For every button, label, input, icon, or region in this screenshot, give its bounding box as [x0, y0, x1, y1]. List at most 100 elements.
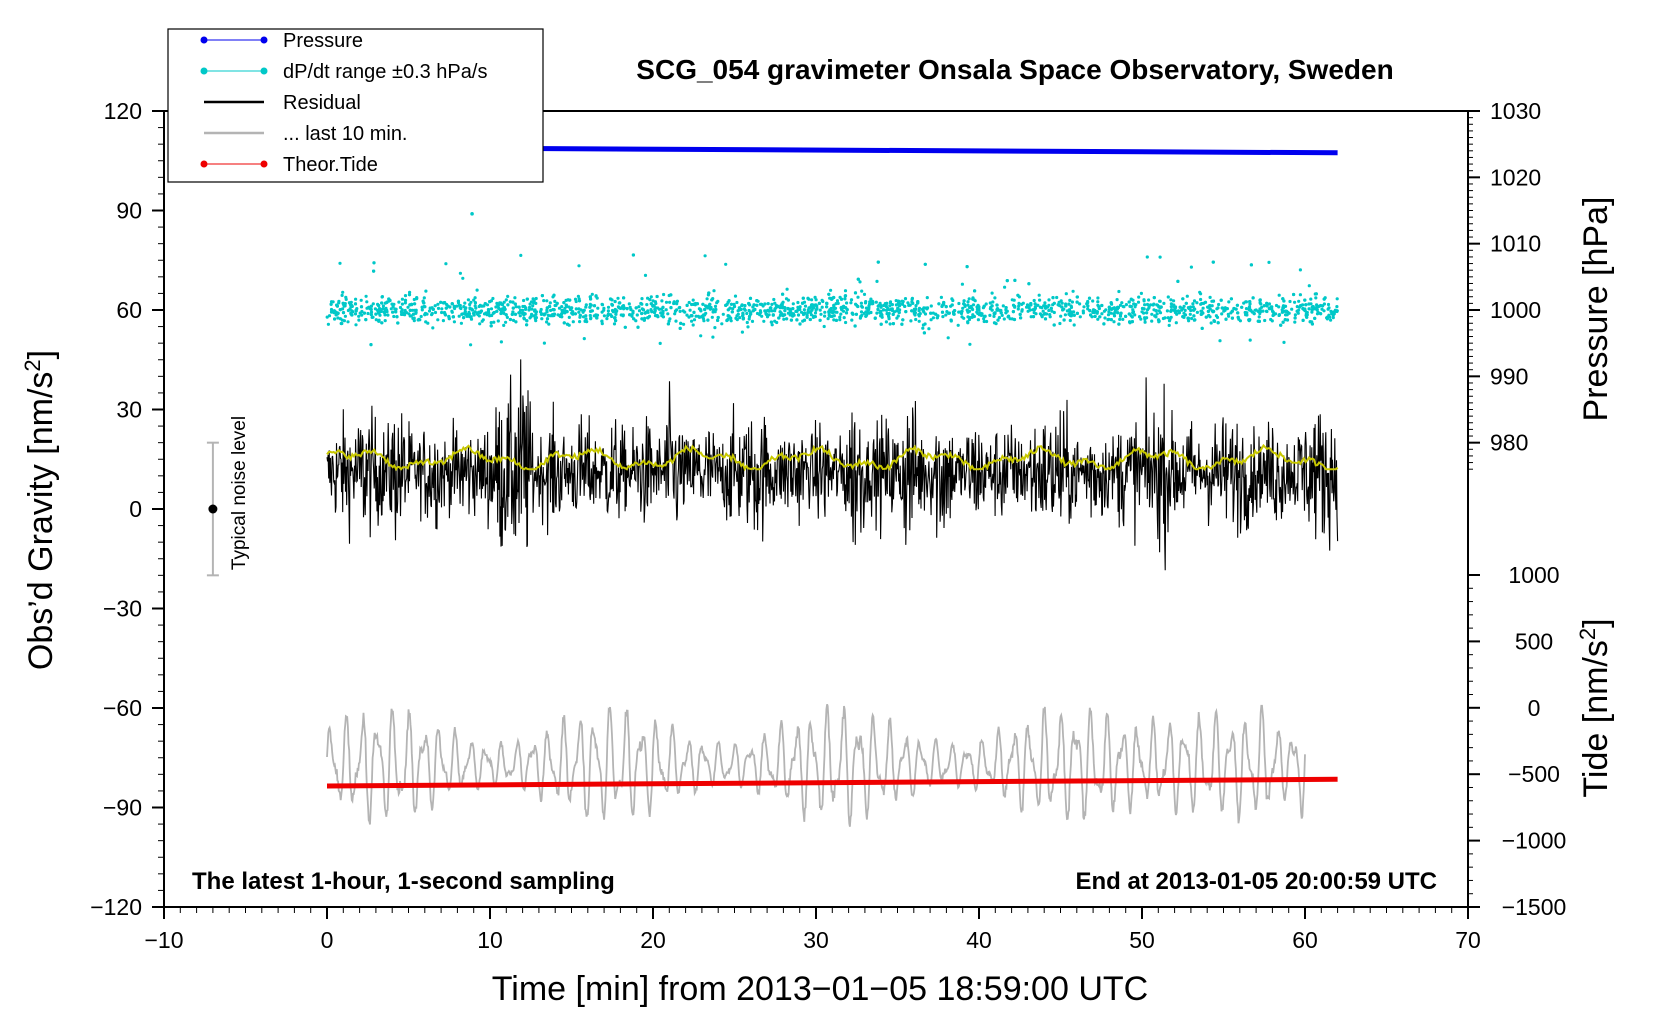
dpdt-point	[1078, 315, 1082, 319]
dpdt-point	[1052, 310, 1056, 315]
dpdt-point	[1107, 310, 1111, 314]
dpdt-point	[777, 316, 781, 320]
dpdt-point	[600, 319, 604, 323]
dpdt-point	[750, 319, 755, 323]
dpdt-point	[656, 315, 660, 319]
dpdt-point	[814, 303, 818, 307]
dpdt-point	[573, 312, 578, 316]
dpdt-point	[775, 320, 779, 325]
dpdt-point	[1200, 309, 1204, 313]
dpdt-point	[875, 311, 879, 315]
dpdt-point	[1199, 312, 1203, 316]
dpdt-point	[791, 314, 795, 318]
dpdt-point	[901, 318, 905, 322]
dpdt-point	[911, 301, 915, 305]
dpdt-point	[1162, 301, 1166, 305]
dpdt-point	[856, 295, 860, 299]
dpdt-point	[1332, 312, 1336, 316]
dpdt-point	[1096, 300, 1100, 304]
dpdt-point	[589, 309, 594, 313]
dpdt-point	[1044, 306, 1048, 310]
dpdt-point	[407, 293, 412, 297]
dpdt-point	[570, 311, 574, 315]
dpdt-point	[904, 310, 908, 314]
dpdt-point	[1075, 300, 1079, 304]
dpdt-point	[1165, 309, 1169, 313]
dpdt-point	[856, 304, 860, 309]
dpdt-point	[625, 307, 629, 311]
dpdt-point	[867, 307, 871, 312]
dpdt-point	[492, 320, 496, 324]
dpdt-point	[376, 302, 380, 306]
y-axis-title-left-close: ]	[22, 350, 60, 359]
y-axis-title-tide-sup: 2	[1575, 628, 1600, 640]
dpdt-point	[1000, 313, 1004, 317]
y-axis-title-left-text: Obs’d Gravity [nm/s	[22, 372, 60, 671]
dpdt-point	[1119, 311, 1123, 315]
dpdt-point	[741, 311, 745, 315]
dpdt-point	[1282, 299, 1286, 303]
legend-swatch-dot	[260, 160, 268, 168]
dpdt-point	[912, 310, 917, 314]
dpdt-point	[547, 322, 551, 326]
dpdt-point	[465, 314, 469, 318]
dpdt-point	[997, 316, 1002, 320]
dpdt-point	[944, 313, 948, 317]
dpdt-point	[499, 340, 503, 344]
dpdt-point	[1128, 304, 1132, 308]
dpdt-point	[606, 312, 611, 316]
dpdt-point	[936, 314, 940, 318]
dpdt-point	[864, 300, 868, 304]
legend-label: Residual	[283, 92, 361, 114]
dpdt-point	[646, 316, 650, 320]
dpdt-point	[1086, 304, 1090, 308]
dpdt-point	[380, 295, 384, 299]
dpdt-point	[1262, 304, 1266, 308]
dpdt-point	[1122, 305, 1126, 309]
dpdt-point	[796, 313, 801, 317]
y-left-tick-label: 30	[116, 397, 142, 423]
dpdt-point	[1267, 260, 1271, 264]
dpdt-point	[879, 310, 883, 314]
dpdt-point	[621, 313, 625, 317]
dpdt-point	[1167, 319, 1172, 323]
dpdt-point	[682, 322, 686, 326]
dpdt-point	[1107, 317, 1111, 321]
dpdt-point	[577, 299, 582, 303]
dpdt-point	[1082, 305, 1086, 309]
dpdt-point	[1117, 322, 1121, 326]
dpdt-point	[1178, 305, 1182, 309]
dpdt-point	[887, 314, 891, 318]
dpdt-point	[770, 323, 774, 327]
dpdt-point	[941, 315, 945, 319]
dpdt-point	[1032, 311, 1036, 315]
dpdt-point	[1072, 323, 1076, 327]
dpdt-point	[970, 306, 974, 310]
dpdt-point	[1096, 296, 1100, 300]
dpdt-point	[562, 321, 566, 325]
dpdt-point	[600, 322, 604, 326]
dpdt-point	[748, 296, 753, 300]
dpdt-point	[415, 297, 419, 301]
dpdt-point	[1189, 265, 1193, 269]
dpdt-point	[1124, 314, 1128, 318]
dpdt-point	[1013, 305, 1017, 309]
dpdt-point	[1265, 301, 1269, 305]
dpdt-point	[1326, 315, 1330, 319]
dpdt-point	[424, 320, 428, 324]
dpdt-point	[545, 306, 549, 310]
dpdt-point	[1010, 298, 1014, 302]
dpdt-point	[1287, 311, 1291, 315]
dpdt-point	[884, 320, 889, 324]
dpdt-point	[771, 313, 775, 317]
dpdt-point	[545, 320, 549, 324]
dpdt-point	[985, 319, 989, 324]
dpdt-point	[853, 324, 857, 328]
dpdt-point	[996, 318, 1000, 322]
dpdt-point	[369, 312, 373, 317]
dpdt-point	[843, 294, 848, 298]
dpdt-point	[416, 318, 420, 322]
dpdt-point	[364, 294, 368, 298]
dpdt-point	[339, 321, 343, 326]
dpdt-point	[1211, 299, 1216, 303]
